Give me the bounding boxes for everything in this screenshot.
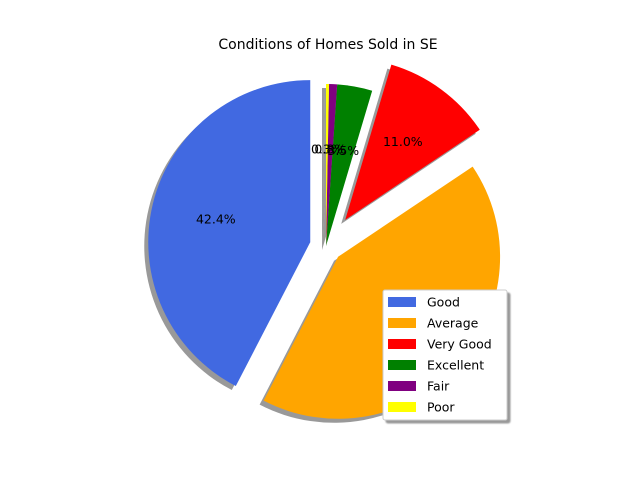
legend-label-fair: Fair — [427, 379, 450, 394]
chart-title: Conditions of Homes Sold in SE — [218, 37, 437, 53]
legend-label-very-good: Very Good — [427, 337, 492, 352]
legend-swatch-very-good — [388, 339, 416, 349]
legend-label-good: Good — [427, 295, 460, 310]
legend-label-average: Average — [427, 316, 479, 331]
legend-swatch-average — [388, 318, 416, 328]
legend-label-excellent: Excellent — [427, 358, 484, 373]
pct-label-poor: 0.3% — [311, 141, 343, 156]
pie-slice-excellent — [326, 84, 373, 246]
legend-swatch-excellent — [388, 360, 416, 370]
pie-slice-poor — [326, 84, 330, 246]
pie-percent-labels: 42.4% 11.0% 3.5%0.8%0.3% — [196, 134, 423, 227]
legend: Good Average Very Good Excellent Fair Poor — [382, 289, 508, 421]
pie-slice-very-good — [345, 64, 480, 220]
pie-slice-fair — [326, 84, 338, 246]
legend-swatch-poor — [388, 402, 416, 412]
pct-label-good: 42.4% — [196, 212, 236, 227]
pie-slice-good — [148, 80, 311, 387]
pie-shadow-poor — [322, 88, 326, 250]
pct-label-very-good: 11.0% — [383, 134, 423, 149]
legend-label-poor: Poor — [427, 400, 455, 415]
pct-label-fair: 0.8% — [314, 141, 346, 156]
legend-items: Good Average Very Good Excellent Fair Poor — [388, 295, 492, 415]
pct-label-excellent: 3.5% — [327, 143, 359, 158]
legend-swatch-good — [388, 297, 416, 307]
legend-swatch-fair — [388, 381, 416, 391]
